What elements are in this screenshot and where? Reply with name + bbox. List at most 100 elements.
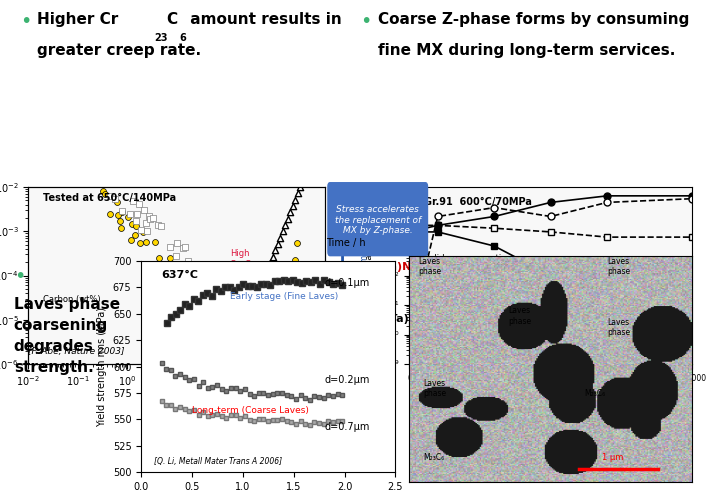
Point bbox=[289, 196, 301, 204]
Y-axis label: Number density of particles / m⁻²: Number density of particles / m⁻² bbox=[365, 205, 374, 346]
Point bbox=[188, 264, 199, 272]
Point bbox=[138, 228, 149, 236]
Point bbox=[280, 221, 291, 229]
Point bbox=[246, 338, 258, 346]
Point bbox=[203, 296, 214, 304]
Z-phase bbox=[490, 214, 498, 219]
Point bbox=[116, 224, 127, 232]
Text: Cr(V/Nb/Ta)N: Cr(V/Nb/Ta)N bbox=[337, 314, 418, 324]
Point bbox=[84, 172, 95, 180]
Text: [K. Sawada, MST 2013]: [K. Sawada, MST 2013] bbox=[424, 354, 512, 363]
Text: •: • bbox=[20, 12, 32, 31]
Text: Laves
phase: Laves phase bbox=[607, 318, 630, 337]
Point bbox=[192, 290, 203, 298]
MX carbonitrides bbox=[688, 288, 696, 294]
Point bbox=[30, 123, 41, 131]
Point bbox=[179, 269, 190, 277]
Point bbox=[272, 240, 283, 248]
Z-phase bbox=[405, 229, 414, 235]
Text: High
Cr₂₃C₆: High Cr₂₃C₆ bbox=[215, 249, 255, 281]
Point bbox=[131, 210, 143, 217]
Point bbox=[154, 254, 165, 262]
MX carbonitrides bbox=[433, 229, 442, 235]
Point bbox=[116, 207, 128, 215]
Text: Higher Cr: Higher Cr bbox=[37, 12, 118, 27]
Point bbox=[131, 222, 142, 230]
Point bbox=[145, 215, 156, 223]
Point bbox=[164, 254, 176, 262]
Z-phase bbox=[546, 199, 555, 205]
Point bbox=[267, 252, 278, 260]
Point bbox=[72, 138, 83, 146]
Point bbox=[179, 243, 191, 251]
Text: Open : grip portion: Open : grip portion bbox=[424, 267, 503, 276]
Point bbox=[221, 306, 232, 313]
Line: Z-phase: Z-phase bbox=[406, 192, 695, 235]
Point bbox=[43, 131, 54, 139]
Point bbox=[260, 336, 271, 344]
Text: Stress accelerates
the replacement of
MX by Z-phase.: Stress accelerates the replacement of MX… bbox=[335, 205, 421, 235]
Text: greater creep rate.: greater creep rate. bbox=[37, 43, 201, 59]
Point bbox=[49, 133, 60, 141]
Point bbox=[300, 330, 311, 338]
Point bbox=[260, 272, 271, 279]
Text: •: • bbox=[360, 12, 371, 31]
Point bbox=[270, 246, 281, 254]
MX carbonitrides bbox=[490, 243, 498, 249]
Text: Better Performance: Better Performance bbox=[360, 234, 369, 317]
Point bbox=[87, 170, 98, 178]
Point bbox=[294, 183, 306, 191]
Point bbox=[164, 243, 176, 251]
Point bbox=[213, 287, 225, 295]
Text: 1 μm: 1 μm bbox=[602, 453, 623, 461]
Point bbox=[198, 310, 209, 318]
Text: [Q. Li, Metall Mater Trans A 2006]: [Q. Li, Metall Mater Trans A 2006] bbox=[154, 457, 282, 466]
Text: Laves
phase: Laves phase bbox=[418, 256, 441, 276]
X-axis label: Time (h): Time (h) bbox=[156, 393, 197, 403]
Point bbox=[99, 190, 110, 198]
Text: C: C bbox=[167, 12, 177, 27]
Point bbox=[227, 322, 239, 330]
Point bbox=[200, 277, 211, 284]
Point bbox=[150, 238, 161, 246]
Point bbox=[239, 336, 250, 343]
Y-axis label: Yield strength rms (MPa): Yield strength rms (MPa) bbox=[97, 307, 107, 427]
Text: Laves phase
coarsening
degrades
strength.: Laves phase coarsening degrades strength… bbox=[14, 297, 120, 374]
Point bbox=[264, 313, 275, 321]
Point bbox=[258, 309, 269, 317]
Text: [F. Abe, Nature 2003]: [F. Abe, Nature 2003] bbox=[28, 347, 125, 356]
Text: Laves
phase: Laves phase bbox=[508, 307, 532, 326]
Point bbox=[210, 308, 221, 315]
Point bbox=[36, 112, 47, 120]
Point bbox=[277, 227, 289, 235]
Text: 23: 23 bbox=[155, 32, 168, 43]
Point bbox=[152, 220, 164, 228]
Point bbox=[217, 285, 229, 293]
Point bbox=[275, 234, 286, 242]
X-axis label: Time / h: Time / h bbox=[531, 388, 570, 399]
Point bbox=[277, 291, 288, 299]
Point bbox=[315, 307, 326, 314]
Point bbox=[179, 284, 191, 292]
Point bbox=[124, 211, 136, 218]
Text: (V/Nb/Ta)N: (V/Nb/Ta)N bbox=[344, 262, 412, 272]
Point bbox=[265, 330, 277, 338]
Point bbox=[304, 326, 316, 334]
Point bbox=[271, 282, 282, 290]
Line: MX carbonitrides: MX carbonitrides bbox=[406, 228, 695, 294]
Point bbox=[265, 259, 276, 267]
Z-phase bbox=[433, 222, 442, 228]
Point bbox=[193, 292, 205, 300]
Point bbox=[64, 149, 75, 156]
Point bbox=[140, 219, 152, 227]
MX carbonitrides bbox=[603, 288, 611, 294]
Point bbox=[268, 343, 280, 351]
Point bbox=[122, 213, 133, 220]
Point bbox=[44, 124, 56, 132]
Legend: MX carbonitrides, Z-phase: MX carbonitrides, Z-phase bbox=[587, 331, 688, 360]
Point bbox=[287, 202, 299, 210]
Point bbox=[35, 133, 46, 141]
Point bbox=[259, 311, 270, 319]
Point bbox=[214, 319, 225, 327]
Point bbox=[82, 149, 93, 156]
